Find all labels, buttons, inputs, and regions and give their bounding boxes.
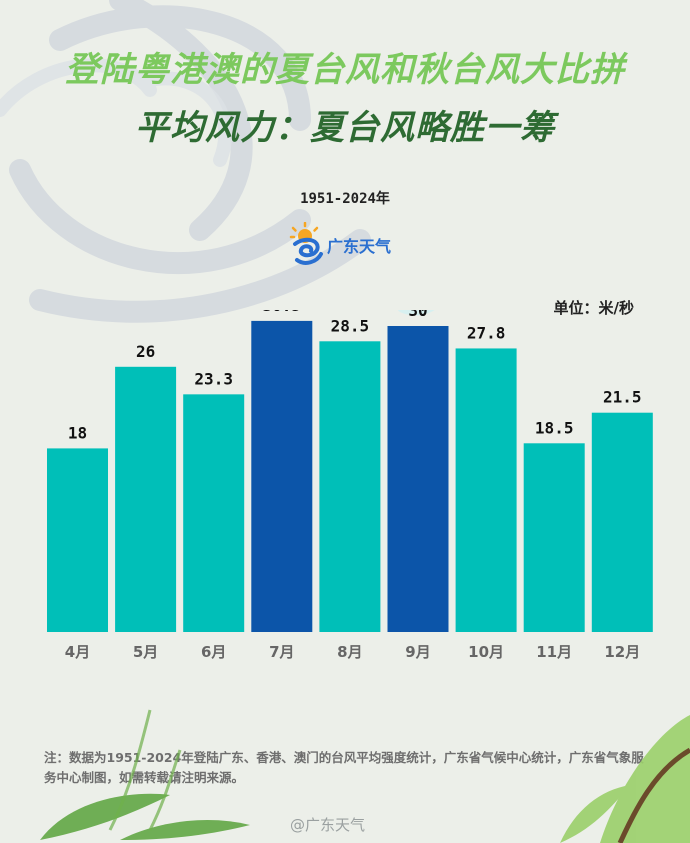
leaf-decoration <box>40 709 690 843</box>
value-label: 30 <box>408 310 427 320</box>
value-label: 18.5 <box>535 418 574 437</box>
category-label: 10月 <box>468 643 504 661</box>
bar-chart: 18 4月 26 5月 23.3 6月 30.5 7月 28.5 8月 30 9月 27.8 10月 18.… <box>47 310 653 661</box>
bar-11月 <box>523 443 585 632</box>
bar-5月 <box>115 366 177 632</box>
logo-text: 广东天气 <box>327 237 392 256</box>
value-label: 21.5 <box>603 388 642 407</box>
category-label: 8月 <box>337 643 362 661</box>
category-label: 9月 <box>405 643 430 661</box>
value-label: 18 <box>68 423 87 442</box>
category-label: 12月 <box>604 643 640 661</box>
footnote: 注：数据为1951-2024年登陆广东、香港、澳门的台风平均强度统计，广东省气候… <box>44 750 644 785</box>
value-label: 26 <box>136 342 155 361</box>
period-label: 1951-2024年 <box>300 191 390 207</box>
value-label: 27.8 <box>467 323 506 342</box>
bar-10月 <box>455 348 517 632</box>
value-label: 30.5 <box>263 310 302 315</box>
category-label: 11月 <box>536 643 572 661</box>
category-label: 7月 <box>269 643 294 661</box>
category-label: 6月 <box>201 643 226 661</box>
bar-8月 <box>319 341 381 632</box>
bar-7月 <box>251 320 313 632</box>
page-subtitle: 平均风力：夏台风略胜一筹 <box>135 108 555 148</box>
bar-4月 <box>47 448 108 632</box>
unit-label: 单位：米/秒 <box>553 299 634 317</box>
value-label: 23.3 <box>194 369 233 388</box>
value-label: 28.5 <box>331 316 370 335</box>
typhoon-icon <box>397 310 435 316</box>
weather-logo-icon <box>289 221 323 265</box>
bar-6月 <box>183 394 245 632</box>
watermark: @广东天气 <box>290 816 366 834</box>
bar-12月 <box>591 412 653 632</box>
category-label: 5月 <box>133 643 158 661</box>
category-label: 4月 <box>65 643 90 661</box>
page-title: 登陆粤港澳的夏台风和秋台风大比拼 <box>65 50 625 90</box>
bar-9月 <box>387 326 449 632</box>
brand-logo: 广东天气 <box>289 221 409 266</box>
